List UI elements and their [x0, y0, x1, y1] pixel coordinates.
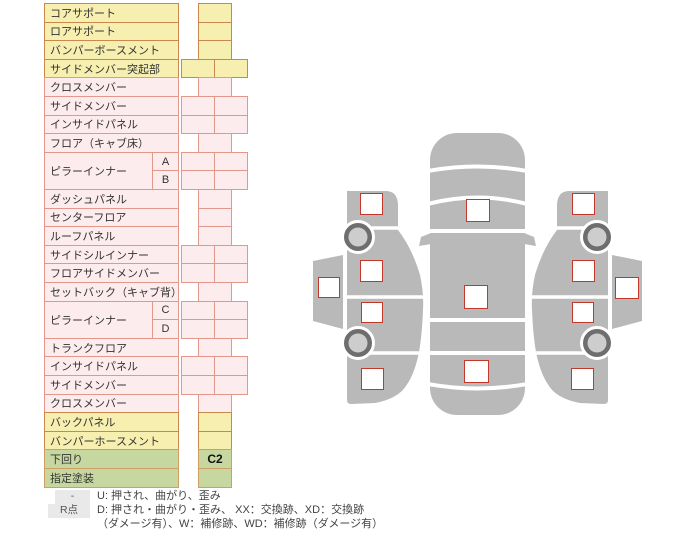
- damage-grid-cell[interactable]: [214, 375, 248, 395]
- damage-grid-cell[interactable]: [214, 96, 248, 116]
- damage-grid-cell[interactable]: [198, 189, 232, 209]
- damage-grid-cell[interactable]: [181, 96, 215, 116]
- damage-marker-left-front-door[interactable]: [360, 260, 383, 282]
- damage-grid-cell[interactable]: [181, 58, 215, 79]
- top-view: [419, 133, 536, 415]
- part-row-label: サイドメンバー突起部: [44, 58, 179, 79]
- part-row-label: ダッシュパネル: [44, 189, 179, 209]
- damage-grid-cell[interactable]: [181, 356, 215, 376]
- damage-grid-cell[interactable]: [198, 40, 232, 60]
- damage-grid-cell[interactable]: [198, 468, 232, 488]
- damage-grid-cell[interactable]: [198, 412, 232, 432]
- part-row-label: サイドメンバー: [44, 96, 179, 116]
- damage-grid-cell[interactable]: [181, 300, 215, 321]
- part-row-label: 指定塗装: [44, 468, 179, 488]
- left-mirror-icon: [419, 233, 431, 246]
- damage-marker-left-sill[interactable]: [318, 277, 340, 298]
- left-rear-wheel-hub: [348, 333, 368, 353]
- damage-marker-left-rear-fender[interactable]: [361, 368, 384, 390]
- right-mirror-icon: [524, 233, 536, 246]
- part-row-label: ピラーインナー: [44, 300, 153, 339]
- part-row-label: ロアサポート: [44, 21, 179, 42]
- right-front-wheel-hub: [587, 227, 607, 247]
- part-sub-label: D: [152, 319, 179, 339]
- part-row-label: センターフロア: [44, 207, 179, 228]
- damage-grid-cell[interactable]: [198, 207, 232, 228]
- damage-grid-cell[interactable]: [198, 3, 232, 23]
- part-row-label: サイドシルインナー: [44, 244, 179, 265]
- part-row-label: トランクフロア: [44, 337, 179, 358]
- damage-marker-right-sill[interactable]: [615, 277, 639, 299]
- part-row-label: フロア（キャブ床）: [44, 133, 179, 153]
- part-row-label: コアサポート: [44, 3, 179, 23]
- damage-grid-cell[interactable]: [214, 58, 248, 79]
- part-row-label: インサイドパネル: [44, 356, 179, 376]
- damage-grid-cell[interactable]: [198, 77, 232, 97]
- damage-marker-right-front-door[interactable]: [572, 260, 595, 282]
- damage-grid-cell[interactable]: [181, 170, 215, 190]
- part-row-label: 下回り: [44, 449, 179, 469]
- damage-grid-cell[interactable]: C2: [198, 449, 232, 469]
- damage-marker-top-trunk[interactable]: [464, 360, 489, 383]
- damage-grid-cell[interactable]: [214, 356, 248, 376]
- damage-marker-right-front-fender[interactable]: [572, 193, 595, 215]
- damage-grid-cell[interactable]: [181, 319, 215, 339]
- damage-grid-cell[interactable]: [181, 114, 215, 135]
- part-row-label: サイドメンバー: [44, 375, 179, 395]
- top-view-body: [430, 133, 525, 415]
- damage-grid-cell[interactable]: [198, 282, 232, 302]
- left-front-wheel-hub: [348, 227, 368, 247]
- damage-grid-cell[interactable]: [214, 114, 248, 135]
- part-row-label: インサイドパネル: [44, 114, 179, 135]
- damage-grid-cell[interactable]: [198, 393, 232, 414]
- part-row-label: ピラーインナー: [44, 151, 153, 190]
- damage-grid-cell[interactable]: [198, 21, 232, 42]
- damage-grid-cell[interactable]: [214, 151, 248, 172]
- damage-marker-left-rear-door[interactable]: [361, 302, 383, 323]
- damage-grid-cell[interactable]: [198, 226, 232, 246]
- part-row-label: フロアサイドメンバー: [44, 263, 179, 283]
- damage-marker-right-rear-door[interactable]: [572, 302, 594, 323]
- right-rear-wheel-hub: [587, 333, 607, 353]
- damage-grid-cell[interactable]: [198, 337, 232, 358]
- damage-marker-top-hood[interactable]: [466, 199, 490, 222]
- part-row-label: バンパーボースメント: [44, 40, 179, 60]
- damage-grid-cell[interactable]: [181, 151, 215, 172]
- damage-grid-cell[interactable]: [181, 375, 215, 395]
- part-row-label: ルーフパネル: [44, 226, 179, 246]
- damage-grid-cell[interactable]: [198, 133, 232, 153]
- part-row-label: セットバック（キャブ背）: [44, 282, 179, 302]
- damage-grid-cell[interactable]: [214, 300, 248, 321]
- part-row-label: バンパーホースメント: [44, 430, 179, 451]
- damage-grid-cell[interactable]: [214, 170, 248, 190]
- part-row-label: バックパネル: [44, 412, 179, 432]
- part-row-label: クロスメンバー: [44, 393, 179, 414]
- top-view-panel-lines: [430, 164, 525, 391]
- damage-grid-cell[interactable]: [214, 263, 248, 283]
- left-side-view: [313, 191, 424, 404]
- damage-marker-left-front-fender[interactable]: [360, 193, 383, 215]
- damage-grid-cell[interactable]: [214, 244, 248, 265]
- damage-marker-top-roof[interactable]: [464, 285, 488, 309]
- damage-grid-cell[interactable]: [198, 430, 232, 451]
- part-row-label: クロスメンバー: [44, 77, 179, 97]
- part-sub-label: A: [152, 151, 179, 172]
- part-sub-label: B: [152, 170, 179, 190]
- damage-grid-cell[interactable]: [181, 263, 215, 283]
- part-sub-label: C: [152, 300, 179, 321]
- damage-grid-cell[interactable]: [181, 244, 215, 265]
- damage-marker-right-rear-fender[interactable]: [571, 368, 594, 390]
- damage-grid-cell[interactable]: [214, 319, 248, 339]
